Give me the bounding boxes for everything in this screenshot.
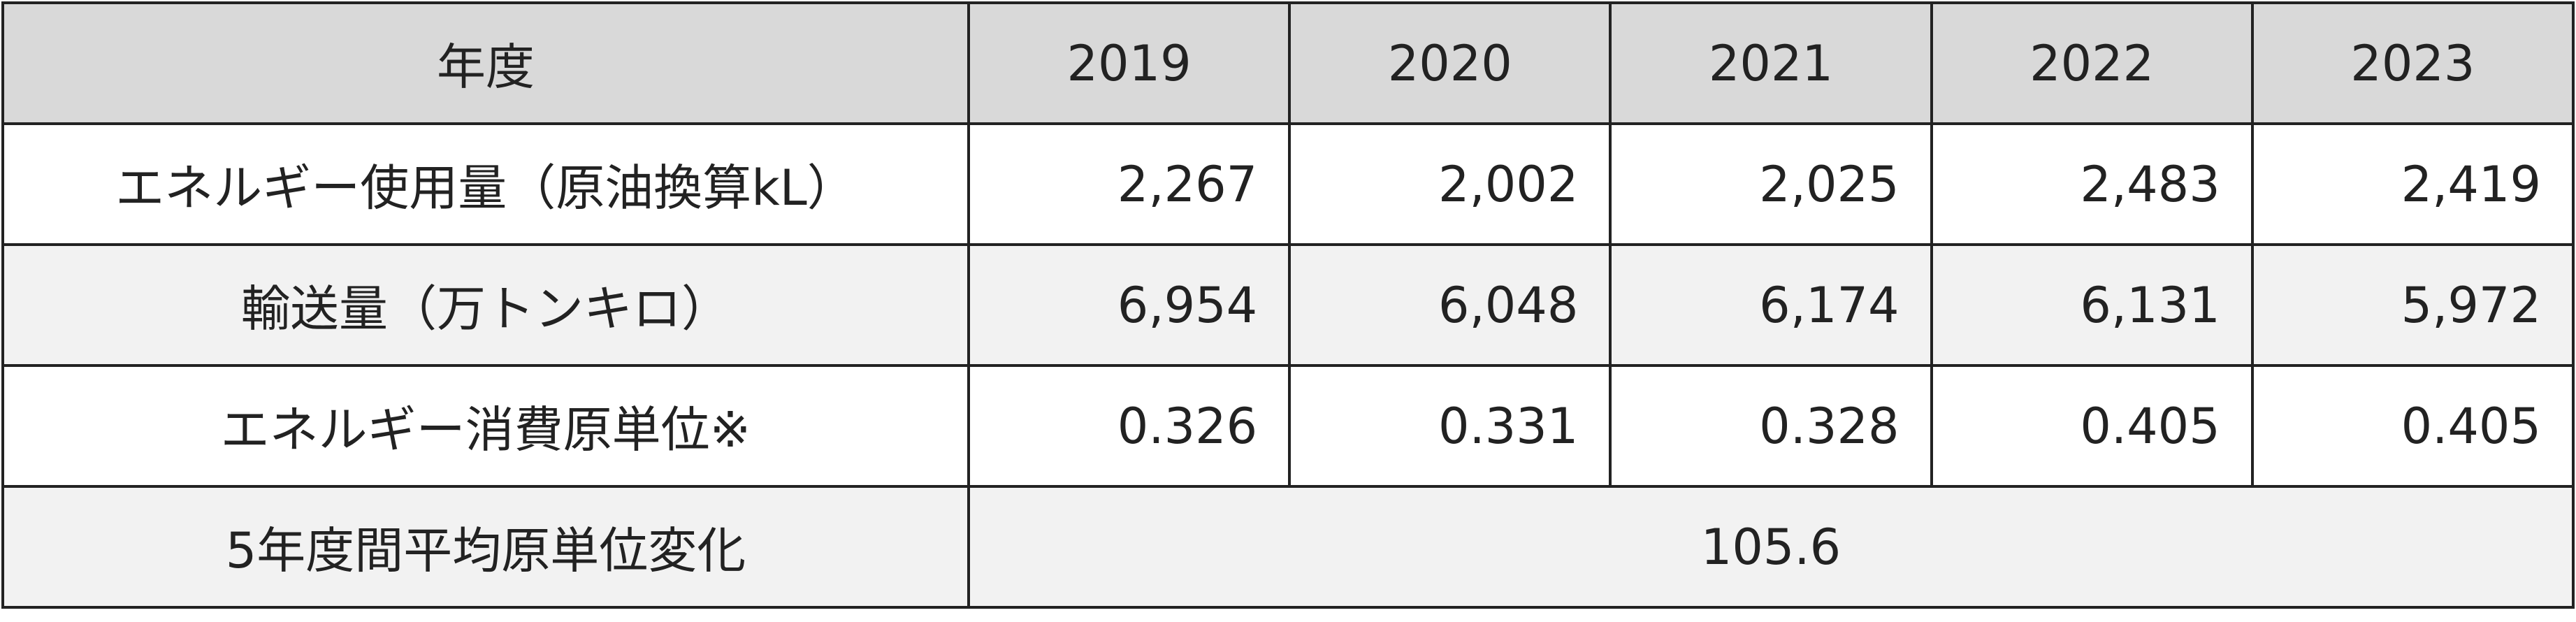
header-row: 年度 2019 2020 2021 2022 2023 [1,1,2575,125]
cell: 2,025 [1609,122,1933,246]
row: 輸送量（万トンキロ） 6,954 6,048 6,174 6,131 5,972 [1,243,2575,367]
row-label: 輸送量（万トンキロ） [1,243,970,367]
cell: 0.328 [1609,364,1933,488]
header-cell: 2021 [1609,1,1933,125]
cell: 2,419 [2250,122,2575,246]
cell: 6,048 [1288,243,1612,367]
cell: 2,267 [967,122,1291,246]
cell: 0.326 [967,364,1291,488]
cell: 6,174 [1609,243,1933,367]
row-label: 5年度間平均原単位変化 [1,485,970,609]
header-cell: 2022 [1930,1,2254,125]
row: エネルギー消費原単位※ 0.326 0.331 0.328 0.405 0.40… [1,364,2575,488]
header-cell: 2023 [2250,1,2575,125]
cell: 6,954 [967,243,1291,367]
cell: 5,972 [2250,243,2575,367]
row-label: エネルギー消費原単位※ [1,364,970,488]
merged-cell: 105.6 [967,485,2575,609]
cell: 6,131 [1930,243,2254,367]
energy-table: 年度 2019 2020 2021 2022 2023 エネルギー使用量（原油換… [1,1,2575,609]
row: 5年度間平均原単位変化 105.6 [1,485,2575,609]
cell: 0.405 [1930,364,2254,488]
row-label: エネルギー使用量（原油換算kL） [1,122,970,246]
header-cell: 2020 [1288,1,1612,125]
cell: 0.331 [1288,364,1612,488]
header-cell: 2019 [967,1,1291,125]
cell: 0.405 [2250,364,2575,488]
header-cell: 年度 [1,1,970,125]
cell: 2,483 [1930,122,2254,246]
row: エネルギー使用量（原油換算kL） 2,267 2,002 2,025 2,483… [1,122,2575,246]
cell: 2,002 [1288,122,1612,246]
